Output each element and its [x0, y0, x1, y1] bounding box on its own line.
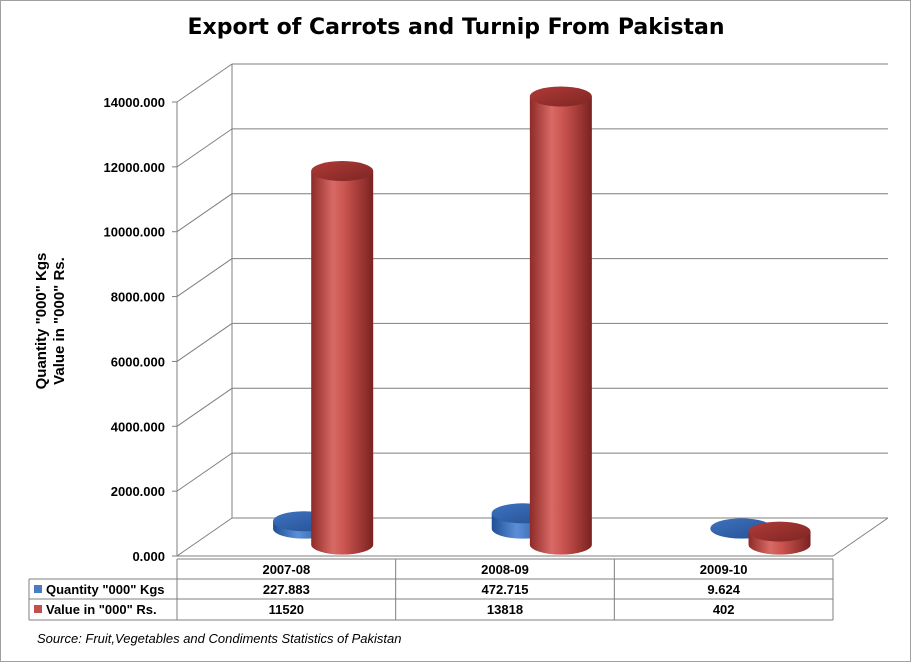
y-axis-title: Quantity "000" Kgs Value in "000" Rs.	[33, 253, 68, 390]
bar-body	[311, 171, 374, 555]
x-category-label: 2007-08	[262, 562, 310, 577]
bar-top	[311, 161, 374, 182]
data-label: 402	[713, 602, 735, 617]
bar-top	[748, 521, 811, 542]
y-tick-label: 14000.000	[104, 95, 165, 110]
y-tick-label: 6000.000	[111, 354, 165, 369]
bar-value-2008-09	[529, 86, 592, 555]
data-label: 9.624	[707, 582, 740, 597]
bar-body	[529, 96, 592, 555]
data-label: 472.715	[482, 582, 529, 597]
gridline-side	[176, 63, 233, 103]
y-tick-label: 2000.000	[111, 484, 165, 499]
legend-key	[34, 585, 42, 593]
source-note: Source: Fruit,Vegetables and Condiments …	[37, 631, 401, 646]
gridline-side	[176, 323, 233, 362]
gridline-side	[176, 193, 233, 233]
y-axis-title-line-1: Quantity "000" Kgs	[33, 253, 50, 390]
bar-value-2007-08	[311, 161, 374, 555]
gridline-side	[176, 128, 233, 168]
gridline-side	[176, 258, 233, 297]
floor-right-edge	[832, 517, 889, 557]
legend-series-name: Value in "000" Rs.	[46, 602, 157, 617]
y-tick-label: 0.000	[132, 549, 165, 564]
chart-title: Export of Carrots and Turnip From Pakist…	[188, 15, 725, 40]
y-tick-label: 12000.000	[104, 160, 165, 175]
legend-series-name: Quantity "000" Kgs	[46, 582, 165, 597]
y-axis-title-line-2: Value in "000" Rs.	[51, 257, 68, 385]
data-table: 2007-08 2008-09 2009-10 Quantity "000" Kgs 2…	[28, 558, 834, 621]
y-tick-label: 10000.000	[104, 225, 165, 240]
gridline-side	[176, 517, 233, 557]
data-label: 11520	[269, 602, 304, 617]
bar-top	[529, 86, 592, 107]
bars	[273, 86, 811, 555]
x-category-label: 2008-09	[481, 562, 529, 577]
y-axis-ticks: 0.000 2000.000 4000.000 6000.000 8000.000 100…	[104, 95, 165, 564]
y-tick-label: 4000.000	[111, 419, 165, 434]
x-category-label: 2009-10	[700, 562, 748, 577]
gridline-side	[176, 387, 233, 427]
y-tick-label: 8000.000	[111, 290, 165, 305]
data-label: 227.883	[263, 582, 310, 597]
data-label: 13818	[487, 602, 523, 617]
bar-value-2009-10	[748, 521, 811, 555]
legend-key	[34, 605, 42, 613]
gridline-side	[176, 452, 233, 492]
